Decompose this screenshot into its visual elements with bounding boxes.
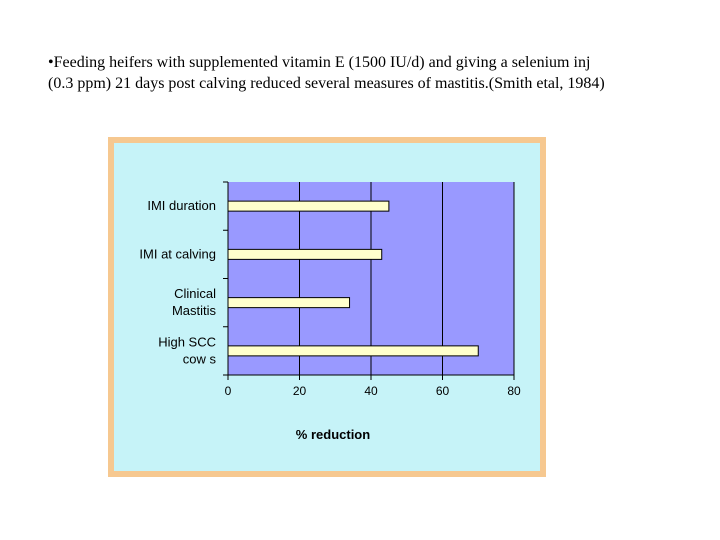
category-label: High SCC bbox=[158, 334, 216, 349]
grid-lines bbox=[299, 182, 515, 375]
x-tick-label: 80 bbox=[507, 384, 521, 398]
y-axis-ticks bbox=[223, 181, 228, 376]
x-tick-label: 20 bbox=[293, 384, 307, 398]
category-label: IMI duration bbox=[147, 198, 216, 213]
category-label: IMI at calving bbox=[139, 246, 216, 261]
x-tick-label: 60 bbox=[436, 384, 450, 398]
bar bbox=[227, 297, 351, 309]
bar-chart: 0 20 40 60 80 IMI duration IMI at calving Clin… bbox=[139, 181, 521, 442]
category-label: cow s bbox=[183, 351, 217, 366]
category-labels: IMI duration IMI at calving Clinical Mastit… bbox=[139, 198, 216, 366]
x-tick-label: 40 bbox=[364, 384, 378, 398]
slide-caption: •Feeding heifers with supplemented vitam… bbox=[48, 54, 605, 92]
x-axis-title: % reduction bbox=[296, 427, 370, 442]
category-label: Clinical bbox=[174, 286, 216, 301]
category-label: Mastitis bbox=[172, 303, 217, 318]
bar bbox=[227, 345, 479, 357]
x-axis-ticks: 0 20 40 60 80 bbox=[225, 375, 521, 398]
x-tick-label: 0 bbox=[225, 384, 232, 398]
bar bbox=[227, 248, 383, 260]
bar bbox=[227, 200, 390, 212]
